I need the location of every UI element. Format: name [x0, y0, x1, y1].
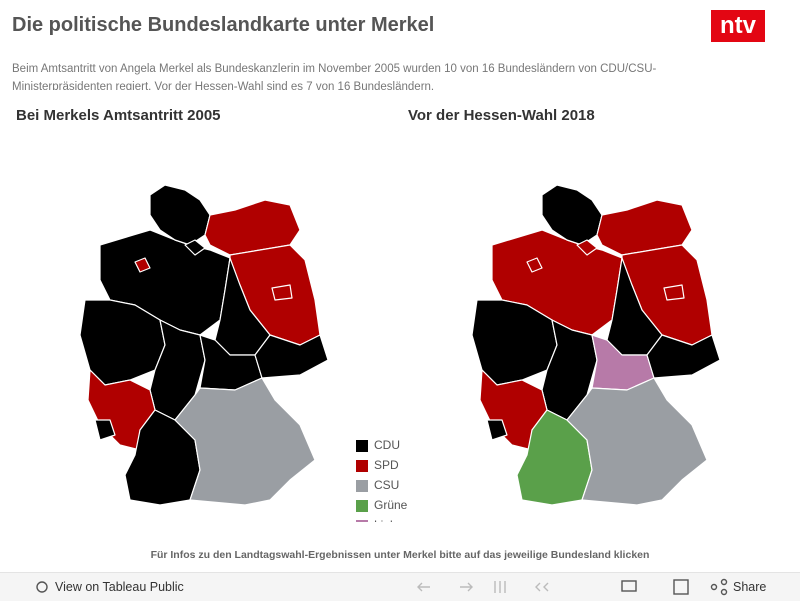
logo[interactable]: ntv	[711, 10, 765, 42]
revert	[494, 581, 506, 593]
legend-label: CSU	[374, 478, 399, 492]
view-link[interactable]: View on Tableau Public	[55, 580, 184, 594]
toolbar-icons	[36, 578, 728, 596]
map	[79, 184, 329, 506]
redo	[460, 582, 473, 592]
map-title: Vor der Hessen-Wahl 2018	[408, 107, 595, 124]
subtitle: Beim Amtsantritt von Angela Merkel als B…	[12, 60, 752, 90]
maps: Bei Merkels Amtsantritt 2005 Vor der Hes…	[16, 107, 721, 532]
state[interactable]	[526, 257, 543, 273]
legend-label: SPD	[374, 458, 399, 472]
state[interactable]	[566, 377, 708, 506]
fullscreen[interactable]	[673, 579, 689, 595]
undo	[417, 582, 430, 592]
state[interactable]	[254, 334, 329, 379]
legend-swatch	[356, 500, 368, 512]
state[interactable]	[94, 419, 116, 441]
legend-swatch	[356, 440, 368, 452]
map	[471, 184, 721, 506]
subtitle-line: Ministerpräsidenten regiert. Vor der Hes…	[12, 81, 435, 90]
legend-label: Linke	[374, 518, 403, 532]
state[interactable]	[271, 284, 293, 301]
footnote: Für Infos zu den Landtagswahl-Ergebnisse…	[150, 549, 650, 561]
legend-swatch	[356, 520, 368, 522]
state[interactable]	[663, 284, 685, 301]
share-button[interactable]: Share	[733, 580, 767, 594]
map-title: Bei Merkels Amtsantritt 2005	[16, 107, 221, 124]
state[interactable]	[486, 419, 508, 441]
share-icon[interactable]	[710, 583, 718, 591]
legend-label: CDU	[374, 438, 400, 452]
state[interactable]	[134, 257, 151, 273]
state[interactable]	[184, 239, 206, 256]
state[interactable]	[576, 239, 598, 256]
legend-label: Grüne	[374, 498, 408, 512]
subtitle-line: Beim Amtsantritt von Angela Merkel als B…	[12, 63, 657, 75]
download[interactable]	[621, 580, 637, 592]
refresh	[535, 582, 549, 592]
legend-swatch	[356, 480, 368, 492]
legend: CDU SPD CSU Grüne Linke	[356, 438, 408, 532]
toolbar: View on Tableau Public Share	[0, 572, 800, 601]
title: Die politische Bundeslandkarte unter Mer…	[12, 14, 435, 36]
state[interactable]	[646, 334, 721, 379]
legend-swatch	[356, 460, 368, 472]
state[interactable]	[174, 377, 316, 506]
tableau-icon	[36, 581, 48, 593]
